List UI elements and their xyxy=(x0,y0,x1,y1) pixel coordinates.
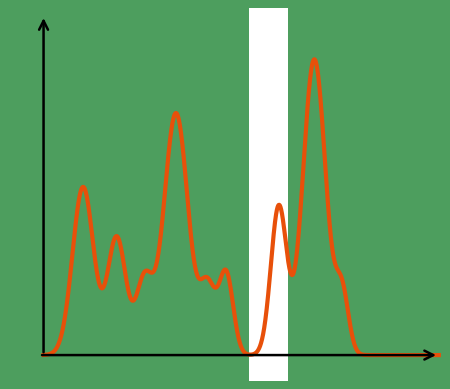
Bar xyxy=(249,8,288,381)
